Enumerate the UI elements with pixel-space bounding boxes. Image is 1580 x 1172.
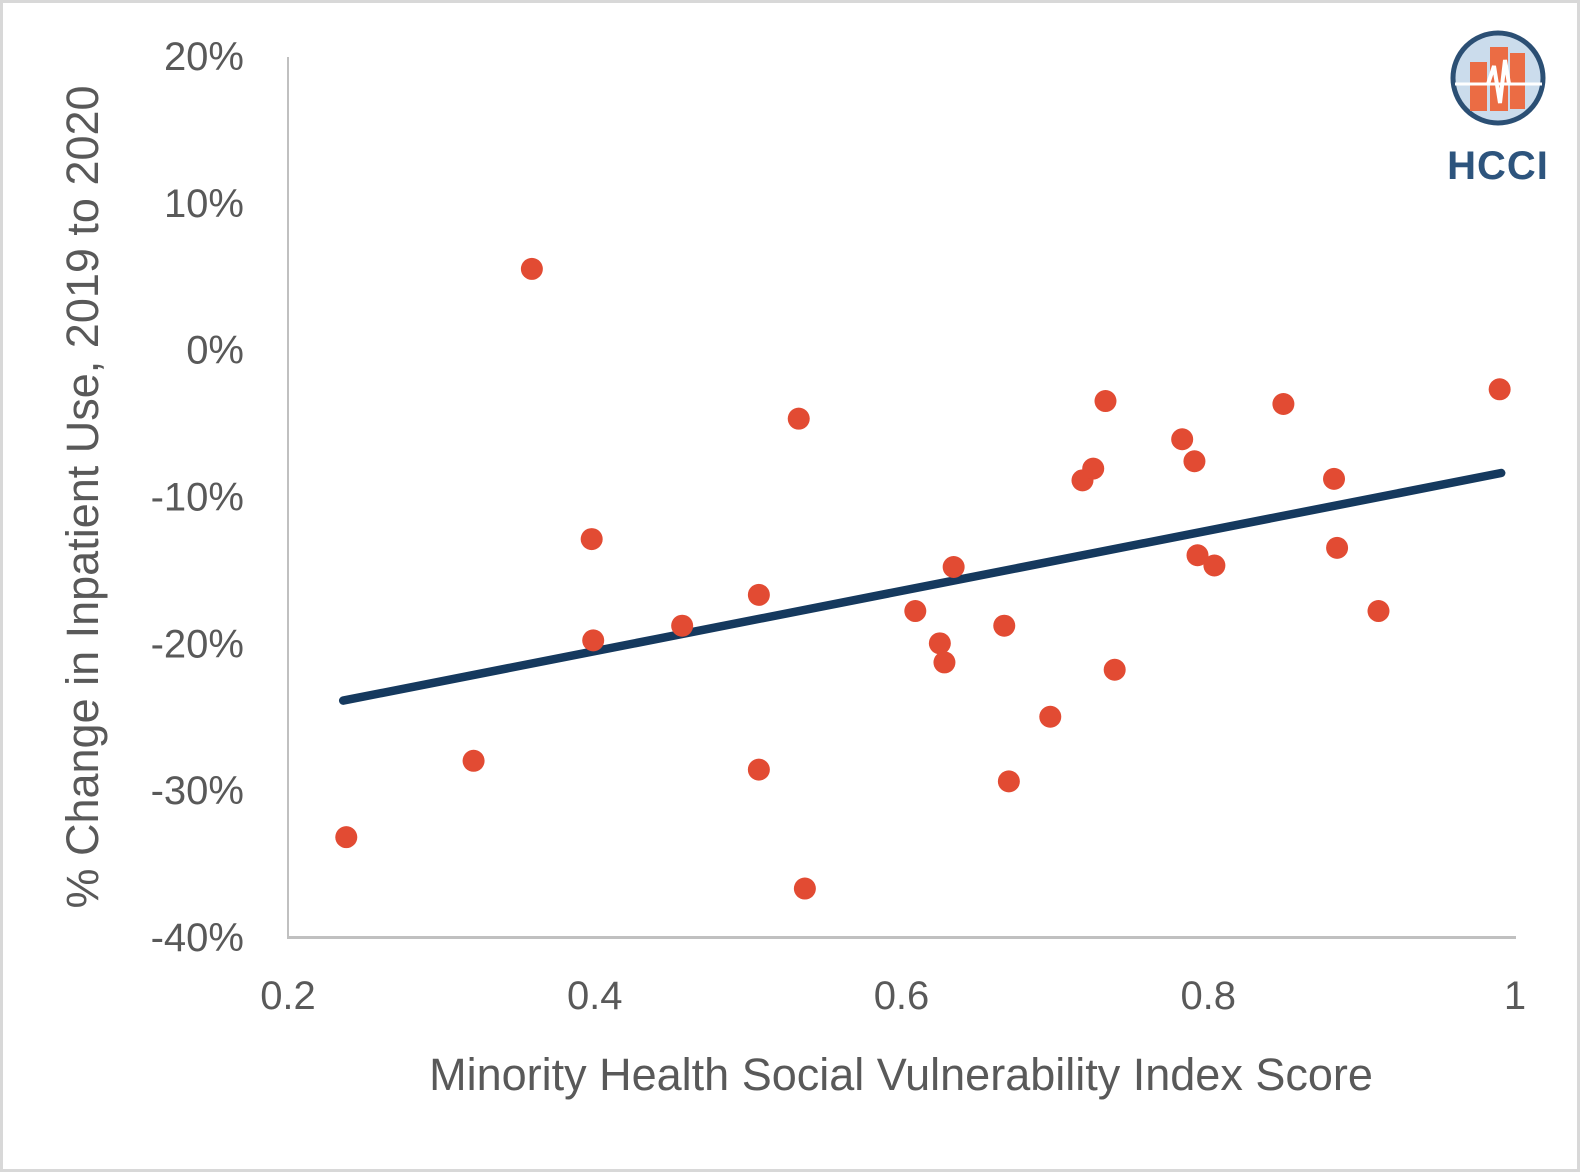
y-tick-label: 20%	[164, 35, 244, 79]
y-axis-title: % Change in Inpatient Use, 2019 to 2020	[57, 85, 108, 908]
data-point	[1082, 457, 1105, 480]
data-point	[671, 614, 694, 637]
x-tick-label: 0.6	[874, 974, 930, 1018]
y-tick-label: 10%	[164, 182, 244, 226]
data-point	[1094, 390, 1117, 413]
x-axis-ticks: 0.2 0.4 0.6 0.8 1	[260, 974, 1526, 1018]
data-point	[928, 632, 951, 655]
data-point	[520, 257, 543, 280]
data-point	[462, 749, 485, 772]
data-point	[993, 614, 1016, 637]
logo-bar-left-icon	[1470, 62, 1487, 111]
scatter-chart: 20% 10% 0% -10% -20% -30% -40% 0.2 0.4 0.6 0.8 1 M…	[57, 30, 1549, 1100]
y-tick-label: -30%	[151, 769, 244, 813]
logo-wordmark: HCCI	[1447, 144, 1549, 188]
data-point	[1326, 536, 1349, 559]
logo-ekg-icon	[1486, 59, 1511, 104]
logo-bar-right-icon	[1510, 53, 1525, 109]
data-point	[1272, 392, 1295, 415]
data-point	[793, 877, 816, 900]
x-tick-label: 1	[1504, 974, 1526, 1018]
data-point	[335, 826, 358, 849]
x-axis-title: Minority Health Social Vulnerability Ind…	[429, 1049, 1373, 1100]
data-point	[1171, 428, 1194, 451]
trend-line	[338, 468, 1506, 705]
data-point	[1183, 450, 1206, 473]
y-tick-label: -10%	[151, 476, 244, 520]
data-points	[335, 257, 1511, 900]
x-tick-label: 0.8	[1180, 974, 1236, 1018]
y-tick-label: -20%	[151, 622, 244, 666]
data-point	[1203, 554, 1226, 577]
data-point	[747, 583, 770, 606]
data-point	[580, 528, 603, 551]
x-tick-label: 0.2	[260, 974, 316, 1018]
y-tick-label: 0%	[186, 329, 244, 373]
y-axis-ticks: 20% 10% 0% -10% -20% -30% -40%	[151, 35, 244, 960]
data-point	[1488, 378, 1511, 401]
data-point	[787, 407, 810, 430]
x-tick-label: 0.4	[567, 974, 623, 1018]
data-point	[1039, 705, 1062, 728]
hcci-logo: HCCI	[1447, 30, 1549, 188]
data-point	[904, 600, 927, 623]
data-point	[1367, 600, 1390, 623]
data-point	[582, 629, 605, 652]
data-point	[1103, 658, 1126, 681]
data-point	[1186, 544, 1209, 567]
data-point	[933, 651, 956, 674]
data-point	[747, 758, 770, 781]
data-point	[1323, 467, 1346, 490]
data-point	[997, 770, 1020, 793]
y-tick-label: -40%	[151, 916, 244, 960]
data-point	[942, 555, 965, 578]
